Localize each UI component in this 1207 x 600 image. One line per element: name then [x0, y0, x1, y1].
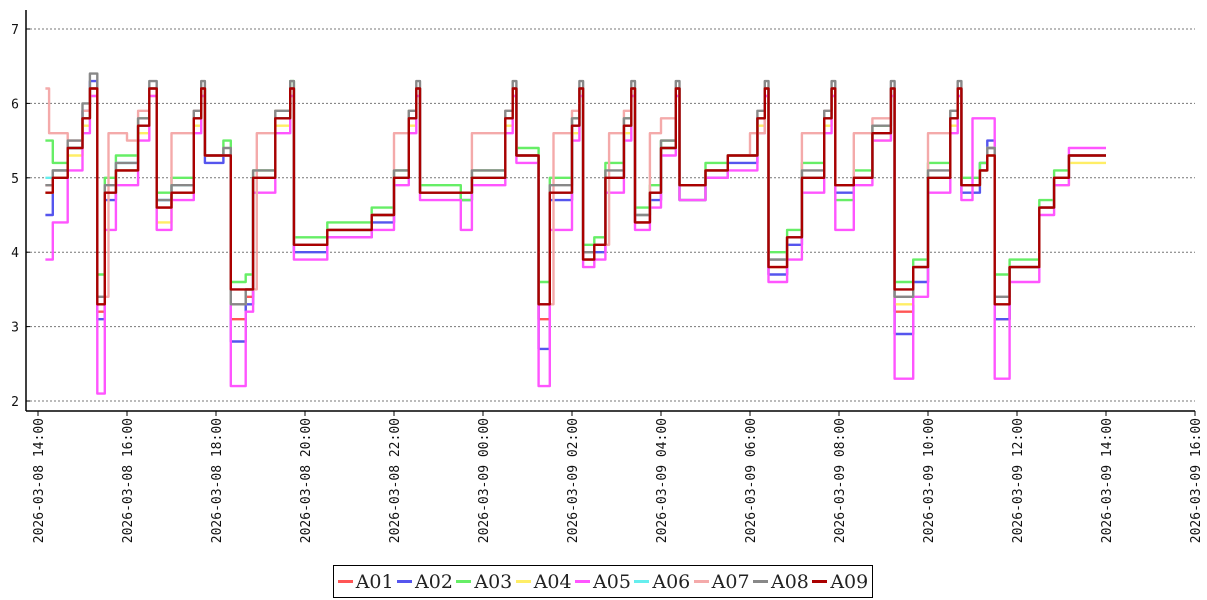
legend-label: A06 — [652, 571, 690, 593]
legend-label: A09 — [830, 571, 868, 593]
x-tick-label: 2026-03-09 04:00 — [655, 418, 670, 543]
legend-label: A03 — [474, 571, 512, 593]
x-tick-label: 2026-03-09 08:00 — [833, 418, 848, 543]
y-tick-label: 6 — [11, 97, 19, 112]
x-tick-label: 2026-03-09 02:00 — [566, 418, 581, 543]
legend-label: A05 — [593, 571, 631, 593]
legend: A01 A02 A03 A04 A05 A06 A07 A08 A09 — [333, 565, 873, 598]
legend-label: A04 — [534, 571, 572, 593]
x-tick-label: 2026-03-08 20:00 — [299, 418, 314, 543]
legend-label: A01 — [356, 571, 394, 593]
legend-item-a08: A08 — [753, 571, 809, 593]
legend-item-a01: A01 — [338, 571, 394, 593]
x-tick-label: 2026-03-09 00:00 — [477, 418, 492, 543]
y-tick-label: 3 — [11, 321, 19, 336]
y-tick-label: 2 — [11, 395, 19, 410]
y-tick-label: 7 — [11, 23, 19, 38]
legend-item-a04: A04 — [516, 571, 572, 593]
legend-swatch — [812, 580, 827, 583]
x-tick-label: 2026-03-08 14:00 — [32, 418, 47, 543]
legend-swatch — [338, 580, 353, 583]
legend-item-a07: A07 — [694, 571, 750, 593]
x-tick-label: 2026-03-08 22:00 — [388, 418, 403, 543]
series-line-a09 — [45, 89, 1106, 305]
legend-swatch — [516, 580, 531, 583]
legend-item-a02: A02 — [397, 571, 453, 593]
legend-swatch — [694, 580, 709, 583]
series-lines — [45, 74, 1106, 394]
y-tick-labels: 2 3 4 5 6 7 — [11, 23, 19, 410]
legend-label: A07 — [712, 571, 750, 593]
legend-swatch — [397, 580, 412, 583]
legend-swatch — [753, 580, 768, 583]
x-tick-label: 2026-03-09 10:00 — [922, 418, 937, 543]
legend-item-a05: A05 — [575, 571, 631, 593]
x-tick-label: 2026-03-09 12:00 — [1011, 418, 1026, 543]
legend-label: A08 — [771, 571, 809, 593]
y-tick-label: 5 — [11, 172, 19, 187]
x-tick-label: 2026-03-09 14:00 — [1100, 418, 1115, 543]
x-tick-label: 2026-03-08 18:00 — [210, 418, 225, 543]
legend-item-a06: A06 — [634, 571, 690, 593]
y-tick-label: 4 — [11, 246, 19, 261]
x-tick-label: 2026-03-09 06:00 — [744, 418, 759, 543]
legend-item-a09: A09 — [812, 571, 868, 593]
x-tick-labels: 2026-03-08 14:00 2026-03-08 16:00 2026-03-… — [32, 411, 1204, 543]
x-tick-label: 2026-03-08 16:00 — [121, 418, 136, 543]
legend-swatch — [634, 580, 649, 583]
legend-swatch — [575, 580, 590, 583]
x-tick-label: 2026-03-09 16:00 — [1189, 418, 1204, 543]
legend-swatch — [456, 580, 471, 583]
axes — [26, 10, 1195, 411]
legend-item-a03: A03 — [456, 571, 512, 593]
legend-label: A02 — [415, 571, 453, 593]
